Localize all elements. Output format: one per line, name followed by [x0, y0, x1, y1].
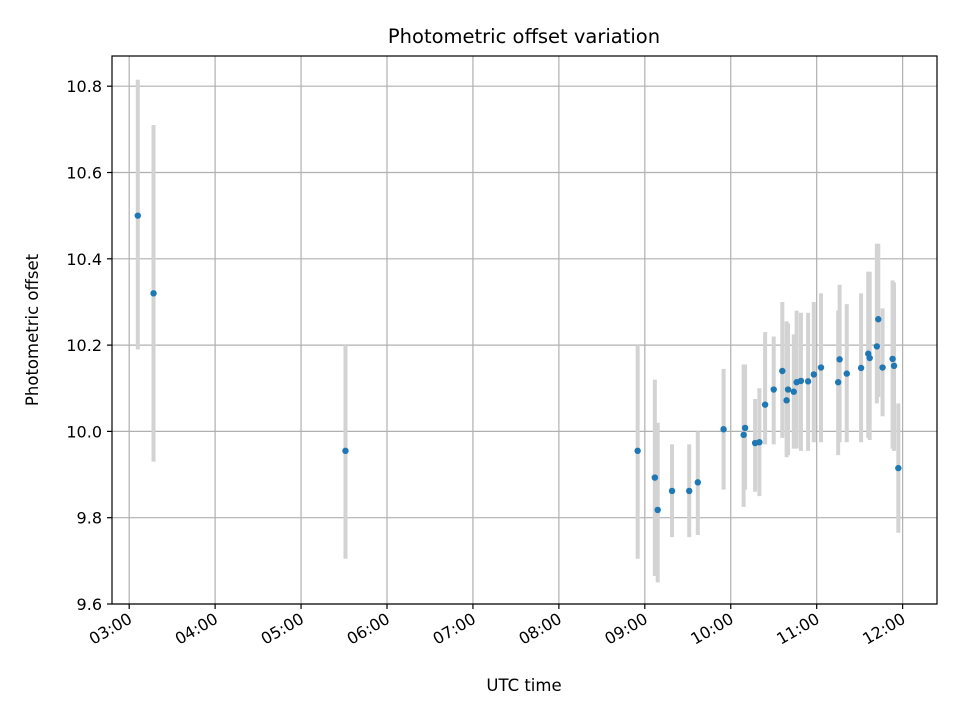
data-point: [668, 487, 676, 495]
x-tick-label: 09:00: [601, 609, 650, 649]
plot-frame: [111, 55, 938, 605]
data-point: [741, 424, 749, 432]
data-point: [651, 474, 659, 481]
y-tick-label: 10.8: [66, 77, 102, 96]
x-tick-label: 04:00: [172, 609, 221, 649]
data-point: [783, 397, 790, 404]
x-axis-title: UTC time: [486, 676, 561, 695]
y-tick-label: 9.6: [77, 595, 102, 614]
data-point: [889, 355, 896, 363]
data-point: [857, 364, 865, 372]
data-point: [740, 431, 747, 439]
y-tick-label: 10.2: [66, 336, 102, 355]
data-point: [879, 364, 886, 371]
x-tick-label: 06:00: [344, 609, 393, 649]
data-point: [836, 356, 843, 363]
y-tick-label: 10.6: [66, 164, 102, 183]
data-point: [756, 438, 763, 446]
x-tick-label: 03:00: [86, 609, 135, 649]
data-point: [790, 388, 797, 395]
x-tick-label: 07:00: [430, 609, 479, 649]
data-marks: [134, 79, 902, 583]
data-point: [761, 401, 769, 408]
x-tick-label: 12:00: [859, 609, 908, 649]
data-point: [784, 386, 792, 393]
data-point: [686, 487, 693, 495]
data-point: [873, 343, 881, 350]
data-point: [895, 464, 902, 472]
data-point: [890, 362, 898, 370]
x-tick-label: 05:00: [258, 609, 307, 649]
data-point: [694, 479, 702, 486]
x-tick-label: 10:00: [687, 609, 736, 649]
data-point: [843, 370, 850, 377]
data-point: [770, 386, 777, 393]
data-point: [866, 354, 873, 362]
data-point: [720, 426, 727, 433]
y-tick-label: 10.0: [66, 422, 102, 441]
data-point: [150, 290, 157, 297]
x-tick-label: 08:00: [515, 609, 564, 649]
data-point: [834, 379, 842, 386]
data-point: [804, 378, 812, 385]
y-tick-label: 10.4: [66, 250, 102, 269]
chart-title: Photometric offset variation: [388, 25, 660, 48]
data-point: [134, 212, 141, 219]
data-point: [817, 364, 825, 371]
data-point: [342, 447, 349, 455]
data-point: [875, 316, 882, 323]
data-point: [797, 377, 805, 385]
data-point: [634, 447, 641, 455]
y-axis-title: Photometric offset: [23, 253, 42, 406]
data-point: [810, 371, 818, 378]
x-tick-label: 11:00: [773, 609, 822, 649]
y-tick-label: 9.8: [77, 509, 102, 528]
data-point: [779, 367, 786, 375]
data-point: [654, 506, 661, 514]
